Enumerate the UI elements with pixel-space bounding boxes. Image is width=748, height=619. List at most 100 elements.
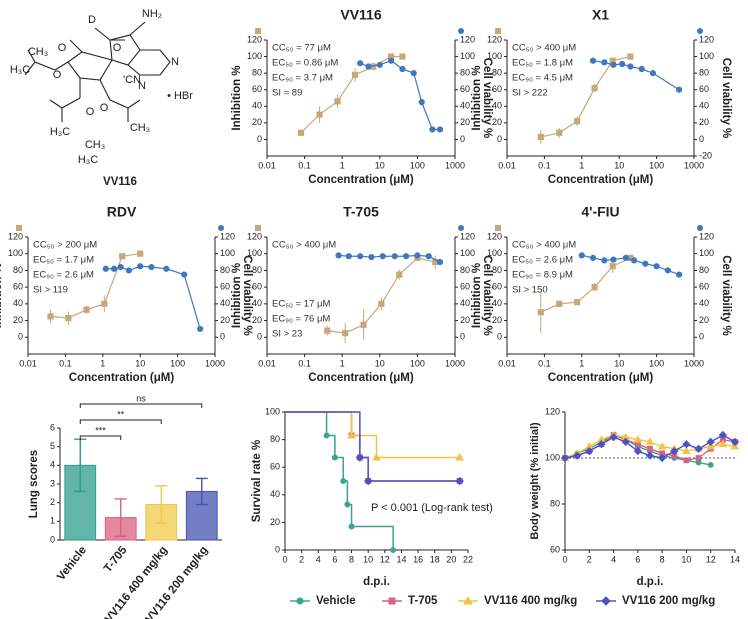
annotation: CC₅₀ > 400 μM	[512, 240, 576, 251]
y-tick-label: 100	[265, 406, 280, 416]
y-tick-label: 40	[699, 101, 709, 111]
marker	[316, 111, 323, 118]
marker	[455, 453, 465, 461]
marker	[368, 253, 375, 261]
x-tick-label: 0.1	[298, 160, 311, 170]
y-tick-label: 60	[270, 462, 280, 472]
x-tick-label: 20	[446, 554, 456, 564]
x-tick-label: 14	[396, 554, 406, 564]
y-tick-label: 80	[699, 265, 709, 275]
marker	[682, 446, 691, 454]
series-line	[359, 60, 441, 131]
marker	[357, 60, 364, 67]
y-tick-label: 0	[497, 332, 502, 342]
y-tick-label: 3	[50, 478, 55, 488]
marker	[363, 476, 373, 486]
y-tick-label: 120	[545, 406, 560, 416]
annotation: EC₅₀ = 1.8 μM	[512, 58, 573, 69]
legend-label: VV116 200 mg/kg	[622, 595, 715, 607]
y-tick-label: 0	[699, 332, 704, 342]
marker	[436, 126, 444, 133]
marker	[621, 437, 630, 447]
annotation: CC₅₀ = 77 μM	[272, 43, 331, 54]
y-tick-label: 20	[270, 517, 280, 527]
marker	[633, 435, 643, 443]
x-axis-label: Concentration (μM)	[308, 174, 414, 186]
marker	[102, 265, 109, 272]
legend-marker	[697, 225, 703, 231]
atom-label: H₃C	[10, 64, 30, 76]
marker	[425, 253, 432, 260]
y-axis-label: Lung scores	[28, 450, 40, 518]
legend-marker	[255, 28, 261, 34]
legend-marker	[697, 28, 703, 34]
error-bar	[195, 477, 208, 506]
marker	[653, 263, 660, 270]
y-tick-label: 80	[460, 265, 470, 275]
x-tick-label: 1	[340, 358, 345, 368]
marker	[718, 439, 728, 448]
marker	[630, 257, 638, 264]
x-axis-label: Concentration (μM)	[308, 372, 414, 384]
legend-marker	[495, 225, 501, 231]
marker	[645, 451, 655, 460]
y-tick-label: 100	[460, 248, 475, 258]
atom-label: O	[86, 106, 95, 118]
x-tick-label: 4	[316, 554, 321, 564]
y-tick-label: 20	[460, 117, 470, 127]
y-axis-label: Inhibition %	[0, 263, 4, 328]
legend-marker	[458, 225, 464, 231]
annotation: SI > 23	[272, 329, 302, 340]
error-bar	[155, 485, 168, 524]
marker	[345, 253, 352, 260]
marker	[537, 133, 544, 141]
marker	[591, 84, 598, 92]
y-tick-label: 5	[50, 441, 55, 451]
x-tick-label: 0.01	[498, 160, 516, 170]
chart-title: T-705	[343, 204, 379, 220]
marker	[402, 253, 410, 260]
legend-marker	[495, 28, 501, 34]
marker	[589, 254, 597, 261]
marker	[627, 53, 634, 60]
y-tick-label: 60	[220, 282, 230, 292]
annotation: SI > 150	[512, 285, 548, 296]
x-tick-label: 1	[579, 358, 584, 368]
x-axis-label: Concentration (μM)	[69, 372, 175, 384]
y-tick-label: 0	[460, 332, 465, 342]
marker	[414, 252, 421, 259]
x-tick-label: 4	[611, 554, 616, 564]
y-tick-label: 20	[252, 117, 262, 127]
y-tick-label: 40	[492, 298, 502, 308]
x-tick-label: 100	[410, 160, 425, 170]
significance-bracket	[79, 419, 162, 424]
marker	[334, 98, 341, 105]
marker	[601, 596, 611, 606]
marker	[463, 595, 473, 605]
marker	[117, 263, 124, 271]
x-tick-label: 14	[730, 554, 740, 564]
survival-line	[285, 411, 460, 459]
marker	[388, 57, 395, 64]
y-tick-label: 120	[487, 231, 502, 241]
marker	[181, 271, 188, 278]
annotation: CC₅₀ > 400 μM	[512, 43, 576, 54]
y-tick-label: 40	[13, 298, 23, 308]
y-tick-label: 100	[220, 248, 235, 258]
atom-label: CH₃	[85, 139, 105, 151]
y-tick-label: 60	[460, 282, 470, 292]
legend-marker	[458, 28, 464, 34]
y-tick-label: 4	[50, 460, 55, 470]
marker	[148, 263, 155, 271]
y-tick-label: 60	[492, 84, 502, 94]
y-tick-label: 0	[699, 134, 704, 144]
x-tick-label: 12	[380, 554, 390, 564]
y-tick-label: 120	[460, 34, 475, 44]
marker	[410, 70, 417, 77]
marker	[591, 284, 598, 291]
marker	[634, 441, 641, 448]
y-axis-label: Cell viability %	[481, 58, 493, 139]
marker	[645, 437, 655, 445]
annotation: EC₅₀ = 0.86 μM	[272, 58, 338, 69]
series-line	[540, 55, 631, 138]
